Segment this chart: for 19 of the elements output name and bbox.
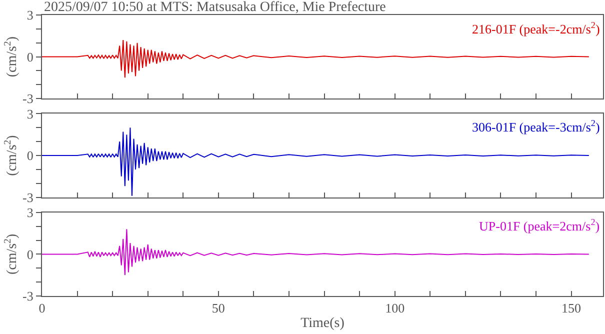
y-tick-label: -3 bbox=[22, 190, 34, 205]
y-tick-label: 0 bbox=[26, 246, 34, 262]
chart-title: 2025/09/07 10:50 at MTS: Matsusaka Office, Mie Prefecture bbox=[44, 0, 386, 15]
line-series bbox=[42, 40, 590, 78]
y-tick-label: -3 bbox=[22, 91, 34, 106]
series-label: 216-01F (peak=-2cm/s$^{2}$) bbox=[472, 20, 600, 36]
y-tick-label: 0 bbox=[26, 148, 34, 164]
y-tick-label: -3 bbox=[22, 288, 34, 304]
y-tick-label: 3 bbox=[26, 205, 34, 220]
x-tick-label: 100 bbox=[385, 300, 405, 316]
y-tick-label: 3 bbox=[26, 8, 34, 23]
x-axis-title: Time(s) bbox=[300, 316, 345, 331]
y-tick-label: 0 bbox=[26, 49, 34, 64]
x-tick-label: 150 bbox=[562, 300, 581, 316]
y-tick-label: 3 bbox=[26, 106, 34, 122]
x-tick-label: 0 bbox=[38, 300, 46, 316]
x-tick-label: 50 bbox=[212, 300, 225, 316]
series-label: UP-01F (peak=2cm/s$^{2}$) bbox=[479, 217, 600, 234]
series-label: 306-01F (peak=-3cm/s$^{2}$) bbox=[472, 118, 600, 134]
